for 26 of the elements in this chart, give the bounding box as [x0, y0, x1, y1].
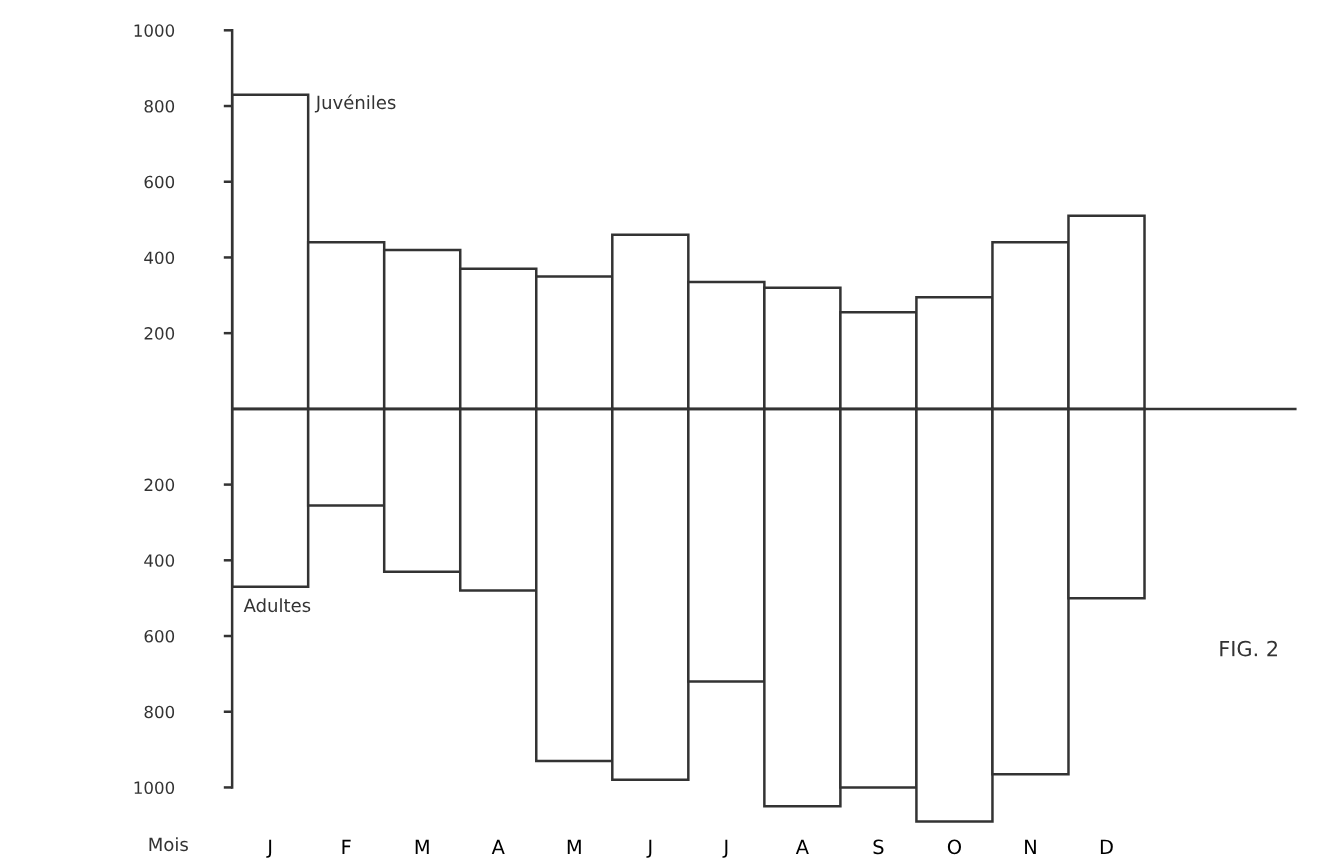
- y-tick-label: 600: [144, 629, 175, 643]
- y-tick-label: 200: [144, 327, 175, 340]
- x-tick-label: M: [415, 839, 429, 854]
- x-tick-label: J: [646, 839, 652, 858]
- x-tick-label: J: [722, 839, 728, 858]
- y-tick-label: 800: [144, 705, 175, 719]
- x-tick-label: M: [567, 839, 581, 854]
- y-tick-label: 1000: [134, 24, 175, 37]
- x-tick-label: F: [342, 839, 351, 854]
- y-tick-label: 600: [144, 175, 175, 189]
- y-tick-label: 400: [144, 251, 175, 265]
- x-tick-label: D: [1100, 839, 1113, 854]
- x-tick-label: A: [795, 839, 809, 854]
- y-tick-label: 1000: [134, 781, 175, 795]
- y-tick-label: 200: [144, 478, 175, 492]
- x-tick-label: S: [873, 839, 884, 855]
- series-label: Adultes: [243, 598, 311, 613]
- x-axis-title: Mois: [149, 837, 188, 852]
- x-tick-label: O: [947, 839, 961, 855]
- y-tick-label: 400: [144, 554, 175, 567]
- series-label: Juvéniles: [314, 94, 396, 113]
- x-tick-label: A: [491, 839, 505, 854]
- x-tick-label: J: [266, 839, 272, 858]
- x-tick-label: N: [1025, 839, 1036, 854]
- caption: FIG. 2: [1220, 640, 1277, 657]
- y-tick-label: 800: [144, 99, 175, 113]
